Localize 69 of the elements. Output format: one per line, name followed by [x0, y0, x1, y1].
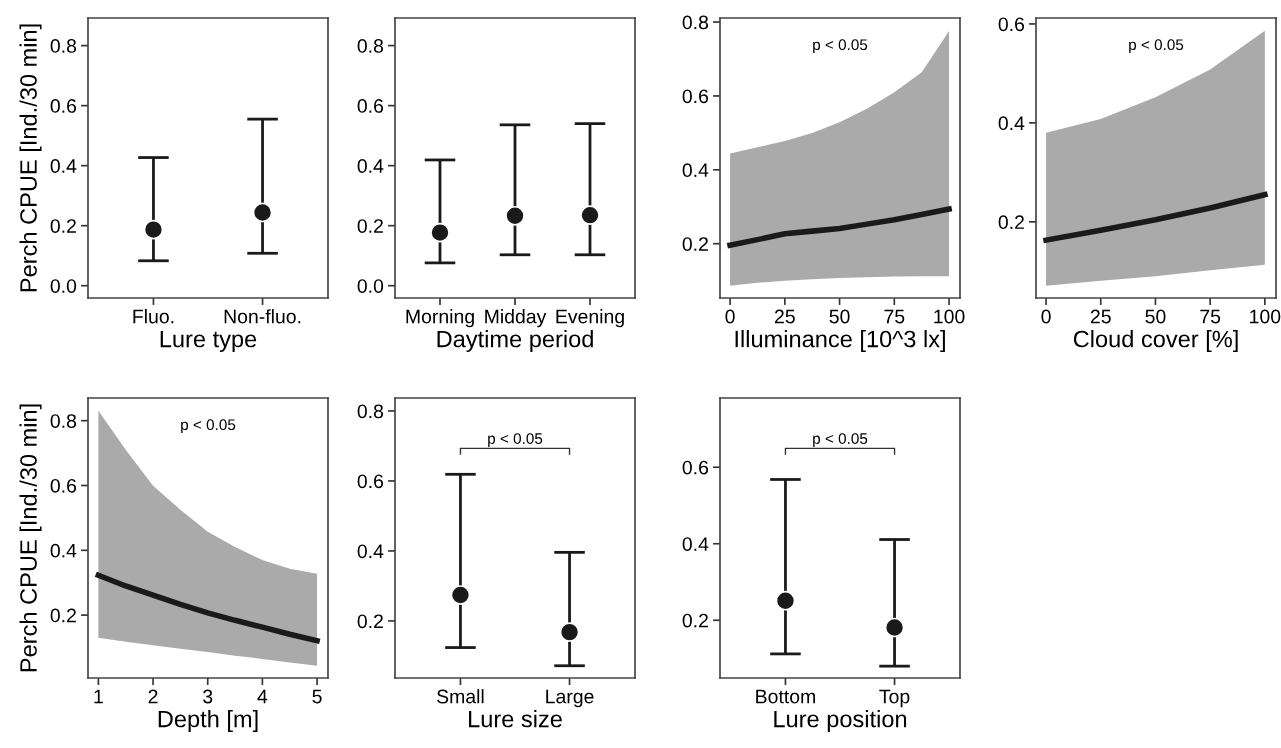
- y-tick-label: 0.6: [682, 89, 709, 104]
- y-tick-label: 0.6: [50, 99, 77, 113]
- y-tick-label: 0.6: [682, 460, 709, 475]
- y-tick-label: 0.4: [50, 159, 77, 173]
- y-tick-label: 0.8: [50, 39, 77, 53]
- y-tick-label: 0.2: [682, 613, 708, 628]
- y-tick-label: 0.4: [998, 116, 1025, 131]
- x-axis-title: Depth [m]: [158, 710, 258, 733]
- y-tick-label: 0.6: [50, 478, 77, 493]
- y-tick-label: 0.8: [682, 15, 709, 30]
- y-axis-title: Perch CPUE [Ind./30 min]: [19, 24, 42, 292]
- x-axis-title: Illuminance [10^3 lx]: [735, 330, 945, 353]
- x-tick-label: 100: [934, 309, 965, 324]
- x-axis-title: Lure position: [774, 710, 907, 733]
- y-tick-label: 0.0: [50, 279, 77, 293]
- y-tick-label: 0.2: [682, 237, 708, 251]
- x-tick-label: 100: [1250, 309, 1281, 324]
- y-tick-label: 0.6: [357, 474, 384, 489]
- y-tick-label: 0.4: [357, 544, 384, 559]
- x-tick-label: Top: [879, 689, 910, 708]
- x-tick-label: 4: [257, 689, 268, 704]
- y-tick-label: 0.8: [50, 414, 77, 428]
- point: [430, 222, 450, 243]
- x-tick-label: 75: [1200, 309, 1221, 324]
- y-tick-label: 0.0: [357, 279, 384, 293]
- x-tick-label: 2: [148, 689, 158, 704]
- x-tick-label: 1: [94, 689, 103, 704]
- y-tick-label: 0.4: [682, 163, 709, 178]
- x-tick-label: 50: [829, 309, 850, 324]
- y-tick-label: 0.8: [357, 404, 384, 419]
- annotation: p < 0.05: [488, 433, 543, 447]
- y-tick-label: 0.2: [50, 608, 76, 623]
- x-tick-label: 0: [725, 309, 735, 324]
- y-tick-label: 0.6: [357, 99, 384, 113]
- x-tick-label: Bottom: [756, 689, 815, 704]
- x-axis-title: Cloud cover [%]: [1073, 330, 1238, 353]
- annotation: p < 0.05: [813, 39, 868, 54]
- x-tick-label: Large: [546, 689, 594, 708]
- point: [580, 205, 600, 226]
- y-tick-label: 0.4: [50, 543, 77, 558]
- y-tick-label: 0.4: [682, 537, 709, 551]
- y-tick-label: 0.4: [357, 159, 384, 173]
- annotation: p < 0.05: [813, 433, 868, 447]
- x-tick-label: 25: [774, 309, 795, 324]
- y-tick-label: 0.2: [50, 219, 76, 233]
- x-axis-title: Daytime period: [437, 330, 593, 353]
- x-axis-title: Lure size: [469, 710, 562, 728]
- x-tick-label: Fluo.: [133, 309, 174, 324]
- x-tick-label: Midday: [485, 309, 547, 328]
- x-axis-title: Lure type: [160, 330, 257, 353]
- annotation: p < 0.05: [181, 419, 236, 434]
- y-tick-label: 0.2: [357, 219, 383, 233]
- y-tick-label: 0.6: [998, 17, 1025, 32]
- x-tick-label: 3: [203, 689, 213, 704]
- y-tick-label: 0.2: [998, 215, 1024, 230]
- point: [505, 205, 525, 226]
- annotation: p < 0.05: [1129, 39, 1184, 54]
- x-tick-label: Small: [437, 689, 484, 704]
- x-tick-label: 0: [1041, 309, 1051, 324]
- y-axis-title: Perch CPUE [Ind./30 min]: [19, 404, 42, 672]
- y-tick-label: 0.8: [357, 39, 384, 53]
- x-tick-label: Non-fluo.: [224, 309, 301, 324]
- x-tick-label: 50: [1145, 309, 1166, 324]
- y-tick-label: 0.2: [357, 614, 383, 629]
- x-tick-label: Morning: [406, 309, 474, 328]
- x-tick-label: Evening: [556, 309, 624, 328]
- x-tick-label: 5: [312, 689, 322, 704]
- x-tick-label: 25: [1090, 309, 1111, 324]
- x-tick-label: 75: [884, 309, 905, 324]
